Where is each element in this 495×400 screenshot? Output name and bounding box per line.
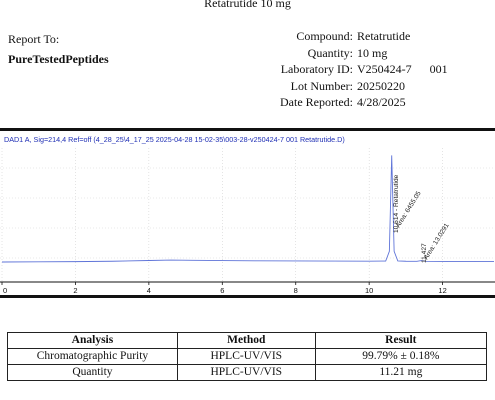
chromatogram-top-rule xyxy=(0,128,495,131)
results-table: Analysis Method Result Chromatographic P… xyxy=(7,332,488,381)
results-header-method: Method xyxy=(176,332,316,349)
results-cell-result: 11.21 mg xyxy=(314,364,488,381)
report-to-label: Report To: xyxy=(8,32,60,46)
x-tick-label: 8 xyxy=(294,286,298,295)
report-to-block: Report To: PureTestedPeptides xyxy=(8,31,109,67)
info-row-date-reported: Date Reported: 4/28/2025 xyxy=(250,94,448,111)
x-tick-label: 6 xyxy=(220,286,224,295)
info-row-laboratory-id: Laboratory ID: V250424-7 001 xyxy=(250,61,448,78)
results-header-row: Analysis Method Result xyxy=(7,332,488,349)
peak-label-retention-main: 10.614 - Retatrutide xyxy=(393,174,400,233)
table-row: Chromatographic Purity HPLC-UV/VIS 99.79… xyxy=(7,348,488,365)
document-title: Retatrutide 10 mg xyxy=(204,0,291,10)
chromatogram-x-ticks: 0 2 4 6 8 10 12 xyxy=(1,282,447,295)
x-tick-label: 2 xyxy=(73,286,77,295)
peak-label-retention-minor: 11.427 xyxy=(421,243,428,263)
results-header-analysis: Analysis xyxy=(7,332,178,349)
info-value: 10 mg xyxy=(357,45,388,60)
results-cell-result: 99.79% ± 0.18% xyxy=(314,348,488,365)
info-value: V250424-7 xyxy=(357,62,412,76)
report-to-company: PureTestedPeptides xyxy=(8,52,109,66)
chromatogram-plot: DAD1 A, Sig=214,4 Ref=off (4_28_25\4_17_… xyxy=(0,135,495,295)
chromatogram-header: DAD1 A, Sig=214,4 Ref=off (4_28_25\4_17_… xyxy=(4,135,345,144)
results-cell-method: HPLC-UV/VIS xyxy=(176,348,316,365)
results-cell-method: HPLC-UV/VIS xyxy=(176,364,316,381)
chromatogram-gridlines xyxy=(0,148,495,282)
info-extra: 001 xyxy=(429,62,448,76)
results-header-result: Result xyxy=(314,332,488,349)
x-tick-label: 12 xyxy=(438,286,446,295)
x-tick-label: 4 xyxy=(147,286,151,295)
results-cell-analysis: Quantity xyxy=(7,364,178,381)
info-row-compound: Compound: Retatrutide xyxy=(250,28,448,45)
info-label: Laboratory ID: xyxy=(280,62,353,76)
x-tick-label: 10 xyxy=(365,286,373,295)
info-label: Compound: xyxy=(296,29,353,43)
chromatogram-peak-labels: 10.614 - Retatrutide Area: 6455.05 11.42… xyxy=(393,174,451,263)
info-row-lot-number: Lot Number: 20250220 xyxy=(250,78,448,95)
info-value: 20250220 xyxy=(357,78,405,93)
info-value: 4/28/2025 xyxy=(357,95,406,109)
results-cell-analysis: Chromatographic Purity xyxy=(7,348,178,365)
info-label: Quantity: xyxy=(307,45,353,60)
info-value: Retatrutide xyxy=(357,29,411,43)
sample-info-block: Compound: Retatrutide Quantity: 10 mg La… xyxy=(250,28,448,111)
chromatogram-trace xyxy=(1,155,494,263)
chromatogram-bottom-rule xyxy=(0,295,495,298)
info-label: Lot Number: xyxy=(290,78,353,93)
x-tick-label: 0 xyxy=(3,286,7,295)
table-row: Quantity HPLC-UV/VIS 11.21 mg xyxy=(7,364,488,381)
info-label: Date Reported: xyxy=(280,95,353,109)
info-row-quantity: Quantity: 10 mg xyxy=(250,45,448,62)
